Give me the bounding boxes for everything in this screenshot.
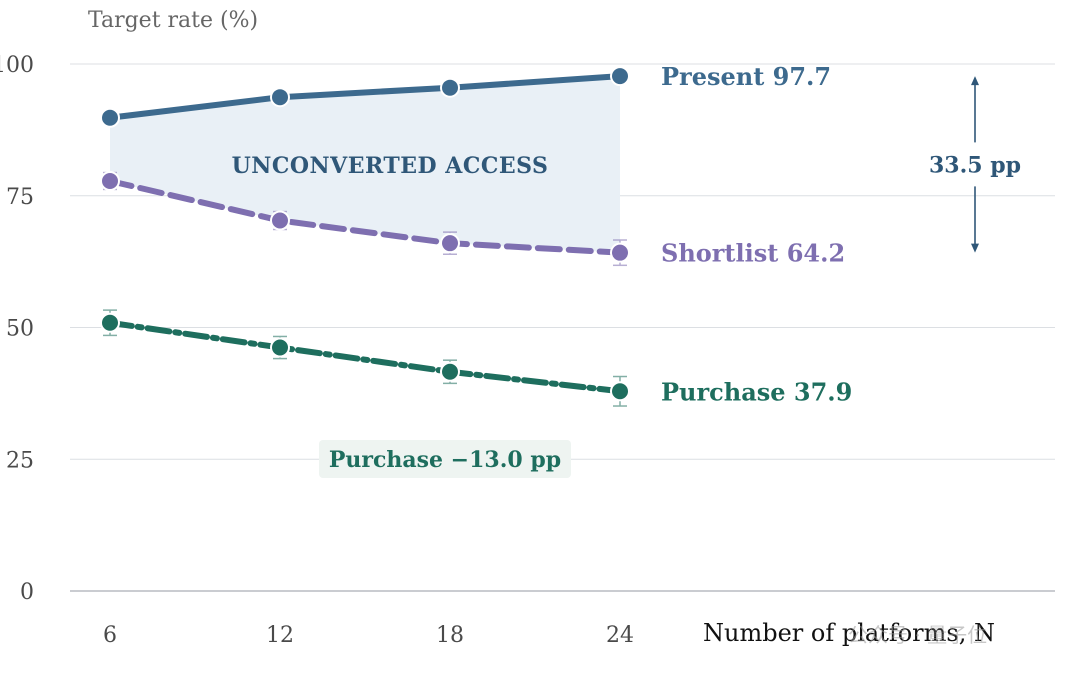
y-tick-label: 25 — [6, 448, 34, 473]
data-point — [270, 337, 290, 358]
x-tick-label: 18 — [436, 623, 464, 648]
end-label-present: Present 97.7 — [661, 62, 831, 91]
x-tick-label: 24 — [606, 623, 634, 648]
series-shortlist — [100, 170, 630, 267]
data-point — [100, 312, 120, 333]
data-point — [100, 170, 120, 191]
data-point — [440, 77, 460, 98]
data-point — [270, 210, 290, 231]
y-tick-label: 0 — [20, 580, 34, 605]
region-label: UNCONVERTED ACCESS — [232, 153, 549, 179]
series-line — [107, 319, 623, 395]
x-tick-label: 12 — [266, 623, 294, 648]
x-tick-label: 6 — [103, 623, 117, 648]
watermark: 公众号 · 量子位 — [848, 623, 987, 647]
gap-arrow — [971, 76, 979, 253]
series-layer — [100, 66, 630, 407]
data-point — [440, 233, 460, 254]
data-point — [610, 242, 630, 263]
series-line — [107, 73, 623, 121]
gap-label: 33.5 pp — [929, 152, 1021, 178]
purchase-change-label: Purchase −13.0 pp — [329, 447, 561, 473]
data-point — [270, 87, 290, 108]
series-line — [107, 177, 623, 256]
labels-layer: Present 97.7 Shortlist 64.2 Purchase 37.9 U… — [232, 62, 1021, 478]
y-axis-label: Target rate (%) — [88, 8, 258, 33]
series-purchase — [100, 309, 630, 407]
y-tick-label: 100 — [0, 53, 34, 78]
end-label-shortlist: Shortlist 64.2 — [661, 239, 845, 268]
data-point — [100, 107, 120, 128]
data-point — [440, 361, 460, 382]
y-tick-label: 50 — [6, 317, 34, 342]
data-point — [610, 381, 630, 402]
purchase-change-callout: Purchase −13.0 pp — [319, 440, 571, 478]
data-point — [610, 66, 630, 87]
x-axis-label: Number of platforms, N — [703, 619, 995, 647]
series-present — [100, 66, 630, 128]
end-label-purchase: Purchase 37.9 — [661, 377, 852, 406]
y-tick-label: 75 — [6, 185, 34, 210]
